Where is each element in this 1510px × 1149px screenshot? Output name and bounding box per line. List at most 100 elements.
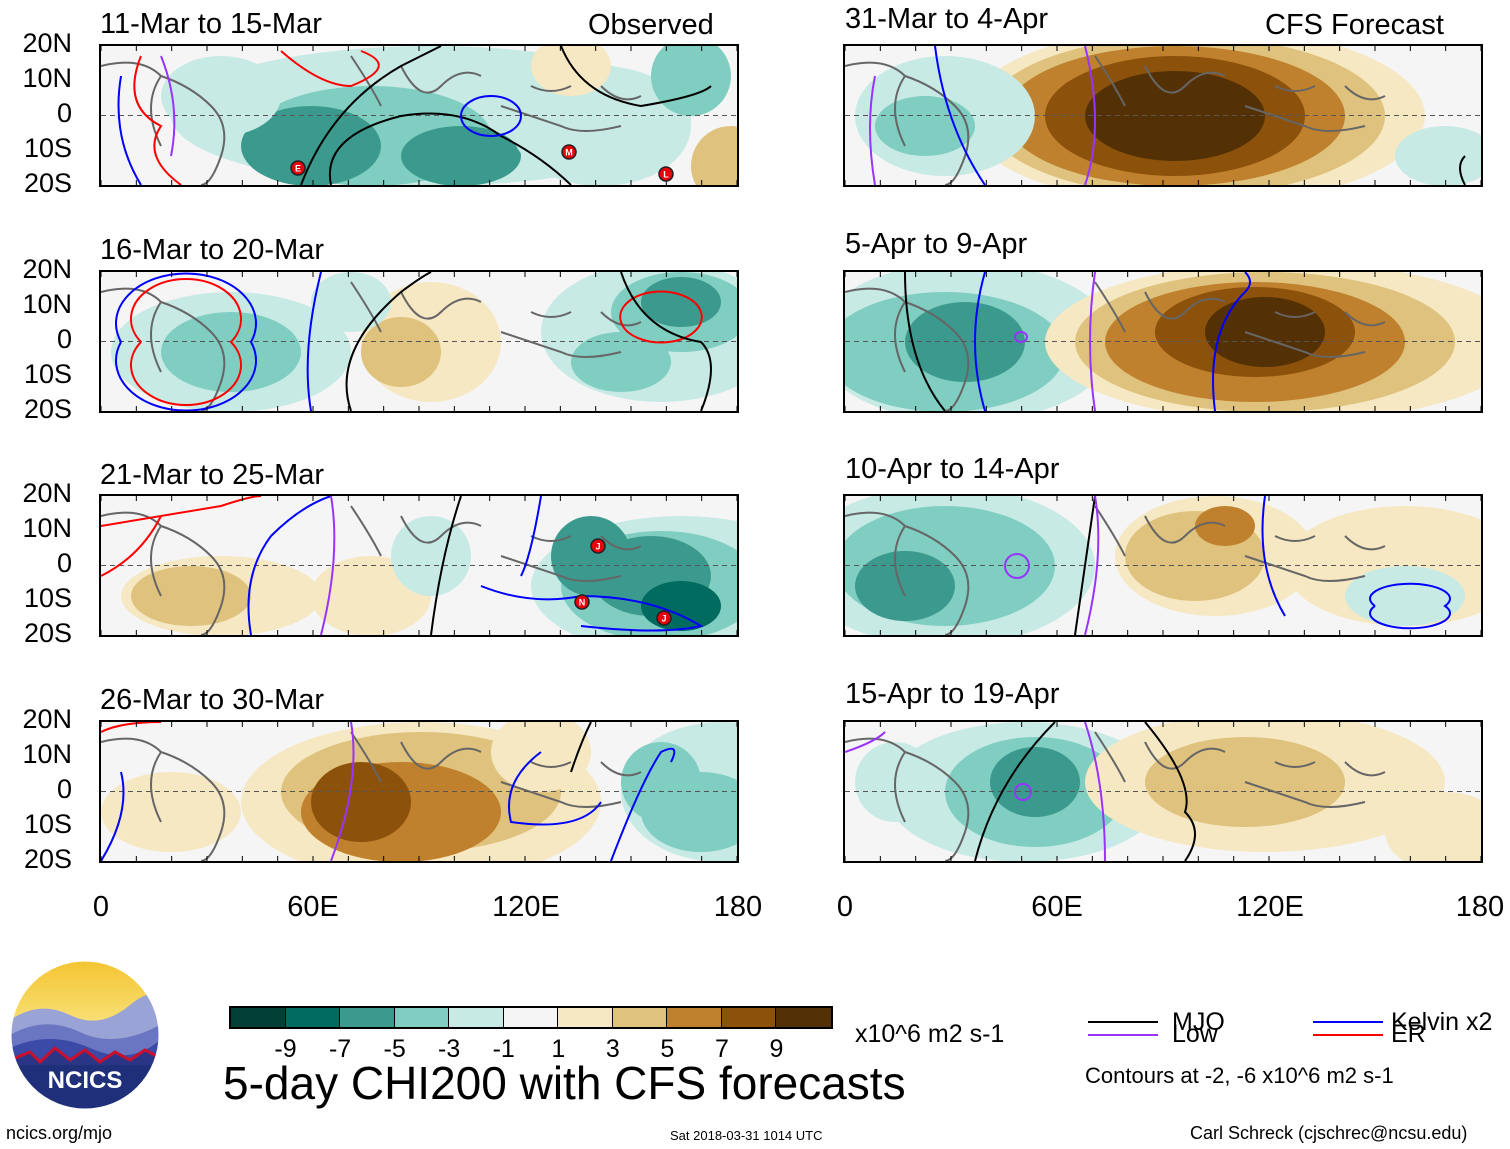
footer-credit: Carl Schreck (cjschrec@ncsu.edu) <box>1190 1123 1468 1143</box>
storm-marker: N <box>574 594 590 610</box>
contour-line <box>1261 496 1286 617</box>
map-panel-forecast-4 <box>843 720 1483 863</box>
anomaly-region <box>651 46 731 116</box>
svg-text:L: L <box>663 170 669 180</box>
lat-label-row1-10s: 10S <box>23 133 72 163</box>
map-panel-observed-3: J N J <box>99 494 739 637</box>
contour-line <box>1459 155 1466 185</box>
contour-line <box>117 75 142 185</box>
map-panel-forecast-1 <box>843 44 1483 187</box>
contour-line <box>1084 46 1096 185</box>
anomaly-region <box>621 742 701 822</box>
contour-line <box>247 496 332 635</box>
contour-line <box>101 515 162 577</box>
legend-label-er: ER <box>1391 1020 1426 1048</box>
map-canvas <box>101 272 737 411</box>
lon-label-0-left: 0 <box>92 891 110 923</box>
contour-line <box>620 272 712 411</box>
lat-label-row3-0: 0 <box>56 548 72 578</box>
colorbar-units: x10^6 m2 s-1 <box>855 1020 1005 1048</box>
anomaly-region <box>241 106 381 185</box>
anomaly-region <box>571 332 671 392</box>
colorbar-tick-label: 9 <box>769 1035 784 1063</box>
panel-title-fc-1: 31-Mar to 4-Apr <box>845 3 1049 35</box>
contour-line <box>430 496 462 635</box>
colorbar-cell <box>667 1008 722 1027</box>
panel-title-fc-2: 5-Apr to 9-Apr <box>845 228 1028 260</box>
ncics-logo[interactable]: NCICS <box>10 960 160 1110</box>
anomaly-region <box>391 516 471 596</box>
colorbar-cell <box>449 1008 504 1027</box>
anomaly-region <box>1345 566 1465 626</box>
footer-url[interactable]: ncics.org/mjo <box>6 1123 113 1143</box>
anomaly-region <box>311 762 411 842</box>
main-title: 5-day CHI200 with CFS forecasts <box>223 1057 906 1109</box>
lon-label-0-right: 0 <box>836 891 854 923</box>
lat-label-row2-20n: 20N <box>22 254 72 284</box>
lat-label-row2-10s: 10S <box>23 359 72 389</box>
panel-title-obs-3: 21-Mar to 25-Mar <box>100 459 325 491</box>
lat-label-row4-20n: 20N <box>22 704 72 734</box>
anomaly-region <box>641 277 721 327</box>
contour-line <box>328 112 572 185</box>
contour-line <box>345 272 432 411</box>
lat-label-row4-20s: 20S <box>23 844 72 874</box>
contour-line <box>520 496 542 577</box>
anomaly-region <box>161 312 301 392</box>
contour-line <box>845 731 886 753</box>
anomaly-region <box>1085 71 1265 161</box>
coastline <box>101 505 642 635</box>
contour-line <box>115 272 257 411</box>
lat-label-row2-20s: 20S <box>23 394 72 424</box>
anomaly-region <box>990 747 1080 817</box>
contour-line <box>904 272 946 411</box>
legend-line-kelvin <box>1313 1021 1383 1023</box>
lat-label-row3-10n: 10N <box>22 513 72 543</box>
legend-line-mjo <box>1088 1021 1158 1023</box>
panel-title-obs-4: 26-Mar to 30-Mar <box>100 684 325 716</box>
logo-text: NCICS <box>48 1067 123 1094</box>
legend-line-low <box>1088 1034 1158 1036</box>
colorbar-tick-label: -7 <box>328 1035 352 1063</box>
coastline <box>845 55 1386 185</box>
contour-line <box>1074 496 1096 635</box>
anomaly-region <box>401 126 521 185</box>
coastline <box>845 731 1386 861</box>
anomaly-region <box>1205 297 1325 367</box>
lon-label-60e-left: 60E <box>287 891 339 923</box>
colorbar-cell <box>612 1008 668 1027</box>
contour-line <box>1369 582 1451 630</box>
lat-label-row3-20s: 20S <box>23 618 72 648</box>
storm-marker: L <box>658 166 674 182</box>
contour-line <box>460 95 523 137</box>
anomaly-region <box>101 772 241 852</box>
lon-label-180-right: 180 <box>1455 891 1505 923</box>
panel-title-obs-2: 16-Mar to 20-Mar <box>100 234 325 266</box>
anomaly-region <box>691 126 737 185</box>
lon-label-180-left: 180 <box>713 891 763 923</box>
map-panel-observed-4 <box>99 720 739 863</box>
contour-line <box>330 722 355 861</box>
legend-line-er <box>1313 1034 1383 1036</box>
contour-line <box>1084 722 1106 861</box>
colorbar-tick-label: -3 <box>438 1035 461 1063</box>
panel-title-fc-4: 15-Apr to 19-Apr <box>845 678 1060 710</box>
map-canvas <box>845 722 1481 861</box>
map-canvas <box>845 46 1481 185</box>
contours-note: Contours at -2, -6 x10^6 m2 s-1 <box>1085 1063 1394 1088</box>
colorbar-cell <box>558 1008 613 1027</box>
ncics-logo-icon: NCICS <box>10 960 160 1110</box>
contour-line <box>934 46 986 185</box>
contour-line <box>101 496 262 527</box>
colorbar-tick-label: 1 <box>551 1035 566 1063</box>
map-panel-forecast-2 <box>843 270 1483 413</box>
colorbar-cell <box>285 1008 341 1027</box>
panel-title-obs-1: 11-Mar to 15-Mar <box>100 8 322 40</box>
contour-line <box>480 585 704 632</box>
map-panel-observed-1: E M L <box>99 44 739 187</box>
anomaly-region <box>311 272 391 332</box>
observed-label: Observed <box>588 9 714 41</box>
anomaly-region <box>855 551 955 621</box>
lat-label-row1-20n: 20N <box>22 28 72 58</box>
colorbar-tick-label: 7 <box>714 1035 729 1063</box>
